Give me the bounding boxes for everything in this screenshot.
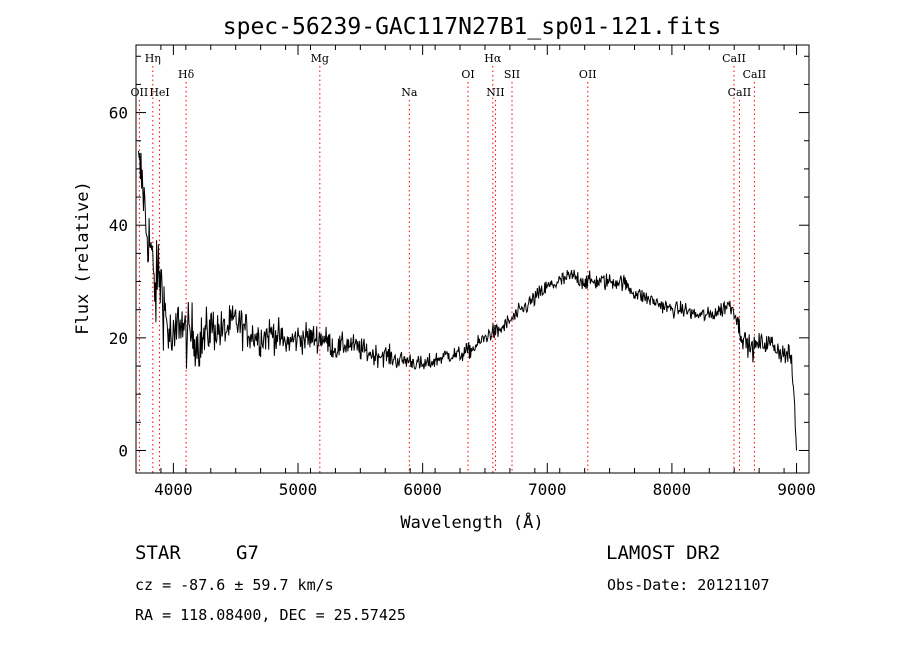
y-tick-label-1: 20 [109,329,128,348]
object-subclass: G7 [236,542,259,564]
line-label-3: Hδ [178,68,195,81]
line-label-12: CaII [728,86,752,99]
spectrum-line [138,150,797,451]
line-label-9: SII [504,68,520,81]
chart-title: spec-56239-GAC117N27B1_sp01-121.fits [223,14,722,40]
y-tick-label-2: 40 [109,216,128,235]
coordinates-readout: RA = 118.08400, DEC = 25.57425 [135,606,406,624]
x-tick-label-1: 5000 [279,480,318,499]
x-tick-label-4: 8000 [653,480,692,499]
line-label-7: Hα [484,52,502,65]
series-group [138,150,797,451]
line-label-6: OI [461,68,474,81]
line-label-1: Hη [145,52,161,65]
survey-name: LAMOST DR2 [606,542,720,564]
line-label-13: CaII [743,68,767,81]
line-label-10: OII [579,68,597,81]
line-label-0: OII [131,86,149,99]
line-label-8: NII [486,86,504,99]
redshift-readout: cz = -87.6 ± 59.7 km/s [135,576,334,594]
line-label-2: HeI [149,86,169,99]
y-tick-label-0: 0 [118,441,128,460]
observation-date: Obs-Date: 20121107 [607,576,770,594]
x-tick-label-5: 9000 [777,480,816,499]
line-label-5: Na [401,86,418,99]
line-label-11: CaII [722,52,746,65]
x-tick-label-3: 7000 [528,480,567,499]
x-tick-label-0: 4000 [154,480,193,499]
y-tick-label-3: 60 [109,104,128,123]
axis-ticks: 4000 5000 6000 7000 8000 9000 0 20 40 60 [109,45,816,499]
object-class: STAR [135,542,181,564]
x-tick-label-2: 6000 [403,480,442,499]
y-axis-label: Flux (relative) [73,181,93,335]
plot-frame [135,44,810,474]
x-axis-label: Wavelength (Å) [400,511,543,533]
line-label-4: Mg [311,52,329,65]
